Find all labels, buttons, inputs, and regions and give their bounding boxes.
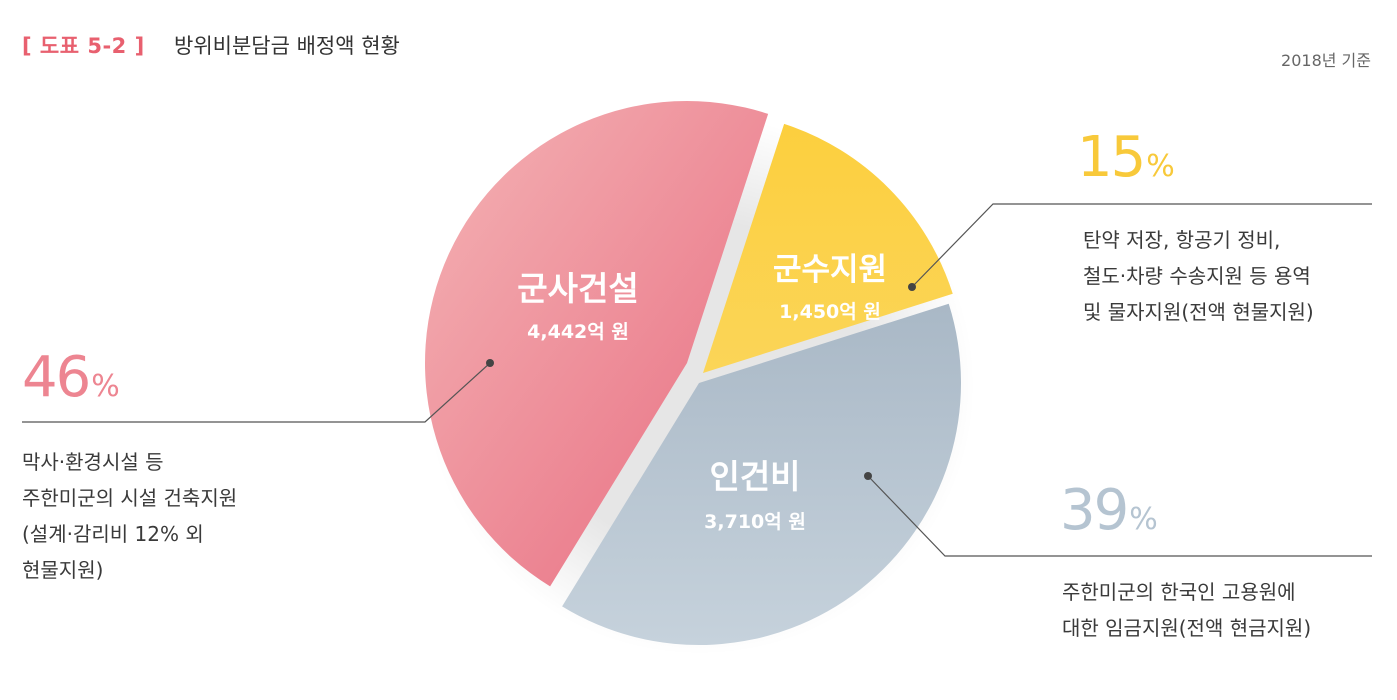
slice-label-logistics: 군수지원 bbox=[773, 252, 887, 288]
percent-value-construction: 46 bbox=[22, 345, 91, 410]
slice-amount-construction: 4,442억 원 bbox=[527, 321, 629, 343]
description-labor: 주한미군의 한국인 고용원에 대한 임금지원(전액 현금지원) bbox=[1062, 574, 1311, 646]
description-line: 주한미군의 한국인 고용원에 bbox=[1062, 580, 1296, 604]
leader-dot-construction bbox=[486, 359, 494, 367]
percent-construction: 46% bbox=[22, 350, 120, 406]
percent-unit-construction: % bbox=[91, 369, 120, 404]
percent-labor: 39% bbox=[1060, 483, 1158, 539]
pie-slice-logistics bbox=[703, 123, 953, 373]
basis-year-label: 2018년 기준 bbox=[1281, 51, 1371, 70]
percent-logistics: 15% bbox=[1077, 130, 1175, 186]
leader-line-construction bbox=[22, 362, 491, 423]
description-line: 대한 임금지원(전액 현금지원) bbox=[1062, 616, 1312, 640]
figure-number: [ 도표 5-2 ] bbox=[22, 34, 145, 58]
description-line: 탄약 저장, 항공기 정비, bbox=[1083, 228, 1281, 252]
slice-label-labor: 인건비 bbox=[709, 457, 800, 496]
percent-unit-logistics: % bbox=[1146, 149, 1175, 184]
percent-value-logistics: 15 bbox=[1077, 125, 1146, 190]
description-line: 및 물자지원(전액 현물지원) bbox=[1083, 300, 1314, 324]
slice-amount-logistics: 1,450억 원 bbox=[779, 301, 881, 323]
description-line: 철도·차량 수송지원 등 용역 bbox=[1083, 264, 1311, 288]
percent-unit-labor: % bbox=[1129, 502, 1158, 537]
leader-dot-logistics bbox=[908, 283, 916, 291]
percent-value-labor: 39 bbox=[1060, 478, 1129, 543]
description-line: 막사·환경시설 등 bbox=[22, 450, 164, 474]
pie-slice-labor bbox=[562, 303, 961, 645]
leader-line-logistics bbox=[911, 203, 1372, 288]
pie-slices bbox=[424, 100, 961, 645]
description-line: 현물지원) bbox=[22, 558, 104, 582]
leader-dot-labor bbox=[864, 472, 872, 480]
slice-amount-labor: 3,710억 원 bbox=[704, 511, 806, 533]
description-line: (설계·감리비 12% 외 bbox=[22, 522, 204, 546]
description-construction: 막사·환경시설 등 주한미군의 시설 건축지원 (설계·감리비 12% 외 현물… bbox=[22, 444, 237, 588]
slice-label-construction: 군사건설 bbox=[517, 269, 638, 308]
description-line: 주한미군의 시설 건축지원 bbox=[22, 486, 238, 510]
pie-slice-construction bbox=[424, 100, 769, 587]
description-logistics: 탄약 저장, 항공기 정비, 철도·차량 수송지원 등 용역 및 물자지원(전액… bbox=[1083, 222, 1314, 330]
leader-line-labor bbox=[867, 475, 1372, 557]
page-title: 방위비분담금 배정액 현황 bbox=[174, 34, 400, 58]
